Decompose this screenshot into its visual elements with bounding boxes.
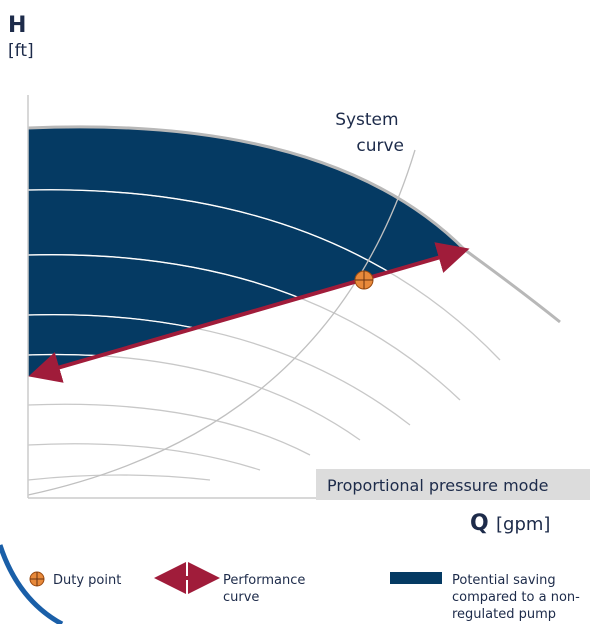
performance-arrow	[28, 242, 470, 383]
legend-label: Duty point	[53, 573, 121, 588]
x-unit: [gpm]	[496, 514, 550, 535]
y-unit: [ft]	[8, 41, 34, 61]
mode-box	[316, 469, 590, 500]
duty-point	[354, 270, 374, 290]
mode-label: Proportional pressure mode	[327, 476, 548, 495]
legend: Duty point Performance curve Potential s…	[29, 562, 584, 622]
decor-arc	[0, 544, 64, 624]
max-curve	[27, 125, 561, 324]
x-symbol: Q	[470, 511, 489, 536]
legend-label: Potential saving compared to a non- regu…	[452, 573, 584, 622]
legend-label: Performance curve	[223, 573, 310, 605]
system-curve-label: System curve	[335, 110, 404, 156]
y-symbol: H	[8, 13, 26, 38]
saving-area	[28, 126, 465, 376]
